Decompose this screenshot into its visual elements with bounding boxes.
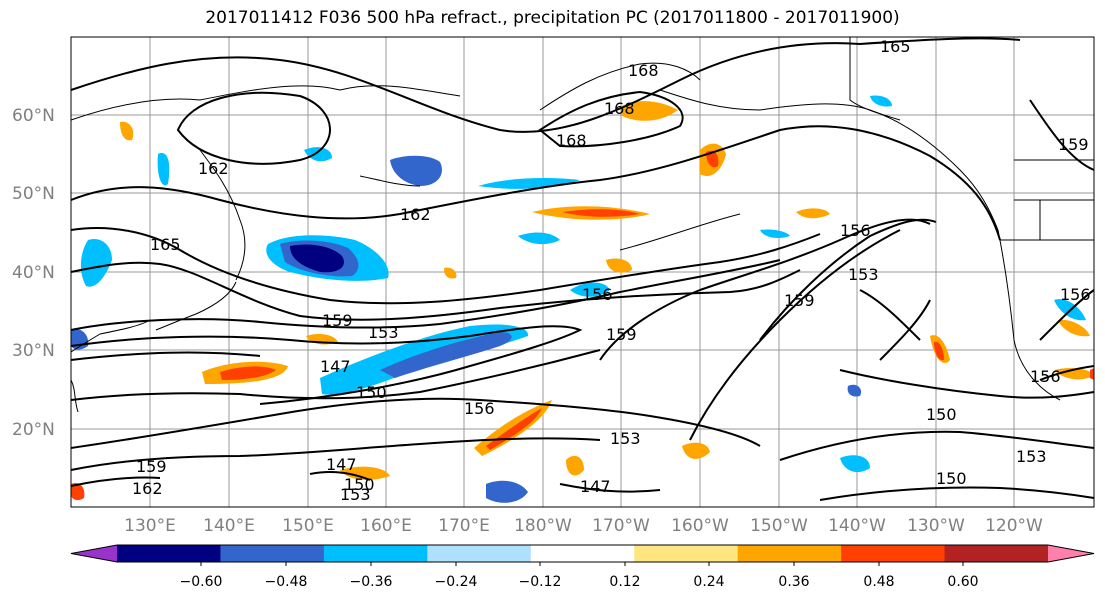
lat-tick-label: 40°N	[12, 263, 55, 283]
colorbar-tick-label: 0.24	[693, 574, 724, 590]
contour-label: 168	[604, 99, 635, 118]
lon-tick-label: 160°W	[671, 516, 729, 536]
lon-tick-label: 130°W	[907, 516, 965, 536]
lat-axis: 60°N 50°N 40°N 30°N 20°N	[12, 106, 55, 440]
lat-tick-label: 50°N	[12, 184, 55, 204]
lat-tick-label: 30°N	[12, 341, 55, 361]
colorbar-tick-label: 0.60	[947, 574, 978, 590]
lon-tick-label: 150°W	[750, 516, 808, 536]
contour-label: 159	[322, 311, 353, 330]
lon-tick-label: 140°W	[828, 516, 886, 536]
contour-label: 150	[344, 475, 375, 494]
contour-label: 168	[556, 131, 587, 150]
contour-label: 165	[150, 235, 181, 254]
contour-label: 156	[1030, 367, 1061, 386]
contour-label: 156	[840, 221, 871, 240]
colorbar-segment	[944, 545, 1049, 562]
contour-label: 156	[1060, 285, 1091, 304]
contour-label: 162	[400, 205, 431, 224]
contour-labels: 165 168 168 168 162 165 162 156 153 159 …	[132, 37, 1091, 504]
lon-tick-label: 130°E	[124, 516, 176, 536]
precip-positive-shading	[71, 101, 1094, 501]
colorbar-tick-label: −0.12	[519, 574, 562, 590]
contour-label: 147	[326, 455, 357, 474]
colorbar-segment	[323, 545, 428, 562]
colorbar-tick-label: −0.60	[180, 574, 223, 590]
contour-label: 159	[606, 325, 637, 344]
colorbar-segment	[427, 545, 532, 562]
colorbar-tick-label: −0.36	[350, 574, 393, 590]
contour-label: 153	[368, 323, 399, 342]
colorbar-segment	[737, 545, 842, 562]
contour-label: 162	[198, 159, 229, 178]
contour-label: 147	[320, 357, 351, 376]
contour-label: 153	[1016, 447, 1047, 466]
colorbar-ticks: −0.60 −0.48 −0.36 −0.24 −0.12 0.12 0.24 …	[180, 574, 979, 590]
lon-axis: 130°E 140°E 150°E 160°E 170°E 180°W 170°…	[124, 516, 1043, 536]
colorbar-tick-label: −0.24	[435, 574, 478, 590]
chart-title: 2017011412 F036 500 hPa refract., precip…	[205, 8, 900, 28]
colorbar-extend-low	[71, 545, 117, 562]
colorbar-extend-high	[1048, 545, 1094, 562]
lon-tick-label: 160°E	[360, 516, 412, 536]
contour-label: 159	[784, 291, 815, 310]
lat-tick-label: 60°N	[12, 106, 55, 126]
colorbar-segment	[634, 545, 739, 562]
contour-label: 156	[464, 399, 495, 418]
lon-tick-label: 150°E	[282, 516, 334, 536]
colorbar	[70, 544, 1095, 566]
map-frame	[70, 36, 1095, 508]
contour-label: 168	[628, 61, 659, 80]
lon-tick-label: 170°E	[438, 516, 490, 536]
colorbar-segment	[530, 545, 635, 562]
contour-label: 147	[580, 477, 611, 496]
colorbar-tick-label: 0.12	[609, 574, 640, 590]
colorbar-outline	[70, 544, 1095, 563]
contour-label: 153	[340, 485, 371, 504]
colorbar-tick-label: 0.48	[863, 574, 894, 590]
coastlines	[70, 37, 1094, 413]
refractivity-contours	[70, 37, 1095, 501]
contour-label: 150	[936, 469, 967, 488]
contour-label: 162	[132, 479, 163, 498]
contour-label: 156	[582, 285, 613, 304]
contour-label: 159	[1058, 135, 1089, 154]
contour-label: 153	[848, 265, 879, 284]
colorbar-segment	[220, 545, 325, 562]
colorbar-tick-label: −0.48	[265, 574, 308, 590]
lon-tick-label: 120°W	[985, 516, 1043, 536]
lat-tick-label: 20°N	[12, 420, 55, 440]
colorbar-segment	[117, 545, 221, 562]
colorbar-segment	[841, 545, 946, 562]
graticule	[71, 37, 1094, 507]
contour-label: 165	[880, 37, 911, 56]
lon-tick-label: 140°E	[203, 516, 255, 536]
contour-label: 150	[356, 383, 387, 402]
lon-tick-label: 170°W	[592, 516, 650, 536]
contour-label: 153	[610, 429, 641, 448]
lon-tick-label: 180°W	[514, 516, 572, 536]
precip-negative-shading	[71, 95, 1086, 503]
colorbar-tick-label: 0.36	[778, 574, 809, 590]
contour-label: 159	[136, 457, 167, 476]
contour-label: 150	[926, 405, 957, 424]
